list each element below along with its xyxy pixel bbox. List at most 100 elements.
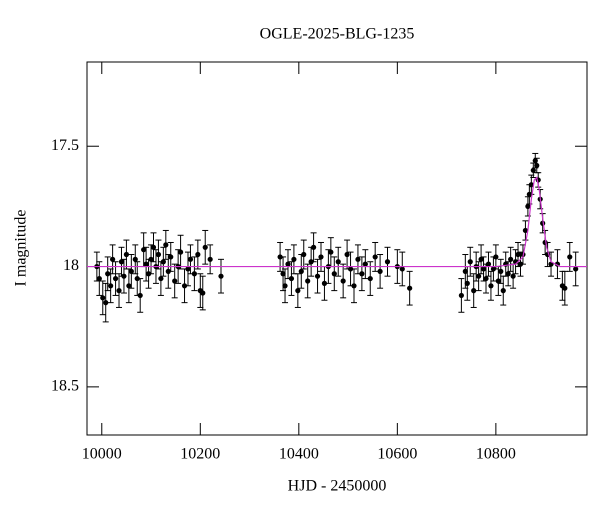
data-point — [195, 251, 201, 258]
data-point — [112, 275, 119, 282]
data-point — [185, 266, 191, 272]
data-point — [126, 283, 132, 289]
y-tick-label: 18 — [63, 257, 79, 274]
data-point — [291, 256, 297, 262]
data-point — [202, 244, 208, 250]
data-point — [187, 256, 194, 262]
data-point — [200, 290, 206, 296]
data-point — [377, 268, 383, 274]
data-point — [96, 275, 102, 282]
data-point — [344, 251, 350, 258]
data-point — [331, 271, 337, 277]
data-point — [177, 249, 184, 255]
data-point — [160, 259, 166, 265]
data-point — [340, 278, 346, 284]
data-point — [311, 244, 317, 250]
data-point — [305, 278, 311, 284]
model-line — [87, 176, 587, 268]
data-point — [488, 283, 494, 289]
data-point — [137, 292, 143, 299]
data-point — [301, 251, 307, 258]
data-point — [480, 266, 487, 272]
data-point — [372, 254, 378, 260]
x-tick-label: 10400 — [279, 446, 319, 463]
data-point — [485, 261, 492, 267]
data-point — [181, 283, 188, 289]
data-point — [478, 256, 484, 262]
data-point — [148, 256, 154, 262]
data-point — [562, 285, 568, 291]
data-point — [384, 259, 391, 265]
y-tick-label: 18.5 — [51, 378, 79, 395]
data-point — [335, 259, 341, 265]
data-point — [116, 288, 122, 294]
y-axis-label: I magnitude — [13, 210, 30, 287]
data-point — [100, 295, 106, 301]
data-point — [347, 266, 354, 272]
data-point — [464, 280, 470, 286]
data-point — [508, 256, 514, 262]
data-point — [467, 259, 473, 265]
data-point — [498, 268, 504, 274]
data-point — [121, 273, 127, 279]
data-point — [298, 268, 304, 274]
x-tick-label: 10200 — [180, 446, 220, 463]
data-point — [105, 271, 111, 277]
data-point — [158, 275, 164, 282]
data-point — [458, 292, 464, 299]
data-point — [132, 256, 138, 262]
x-tick-label: 10000 — [82, 446, 122, 463]
data-point — [359, 271, 365, 277]
y-tick-label: 17.5 — [51, 137, 79, 154]
data-point — [318, 254, 324, 260]
data-point — [282, 283, 288, 289]
data-point — [351, 283, 357, 289]
data-point — [207, 256, 213, 262]
x-tick-label: 10800 — [476, 446, 516, 463]
data-point — [534, 162, 540, 169]
data-point — [155, 251, 162, 258]
data-point — [462, 268, 468, 274]
chart-title: OGLE-2025-BLG-1235 — [260, 26, 415, 43]
data-point — [172, 278, 178, 284]
data-point — [163, 242, 169, 248]
data-point — [495, 278, 501, 284]
data-point — [515, 251, 521, 258]
data-point — [288, 275, 295, 282]
data-point — [530, 167, 536, 173]
x-tick-label: 10600 — [377, 446, 417, 463]
data-point — [128, 268, 134, 274]
data-point — [407, 285, 413, 291]
data-point — [471, 288, 477, 294]
data-point — [500, 288, 506, 294]
data-point — [143, 261, 149, 267]
x-axis-label: HJD - 2450000 — [288, 478, 387, 495]
data-point — [295, 288, 301, 294]
data-point — [525, 203, 531, 209]
data-point — [168, 254, 174, 260]
data-point — [522, 227, 529, 234]
data-point — [123, 251, 130, 258]
data-point — [362, 261, 368, 267]
data-point — [285, 261, 291, 267]
data-point — [150, 244, 157, 250]
data-point — [108, 283, 114, 289]
plot-frame — [86, 61, 588, 436]
data-point — [573, 266, 579, 272]
data-point — [355, 256, 361, 262]
data-point — [510, 273, 516, 279]
data-point — [367, 275, 373, 282]
data-point — [483, 275, 489, 282]
data-point — [567, 254, 573, 260]
data-point — [141, 247, 147, 253]
data-point — [321, 280, 328, 286]
data-point — [191, 271, 197, 277]
data-point — [314, 273, 321, 279]
data-point — [118, 259, 125, 265]
data-point — [280, 271, 286, 277]
data-point — [399, 266, 405, 272]
data-point — [103, 300, 109, 306]
data-point — [218, 273, 224, 279]
data-point — [476, 273, 482, 279]
